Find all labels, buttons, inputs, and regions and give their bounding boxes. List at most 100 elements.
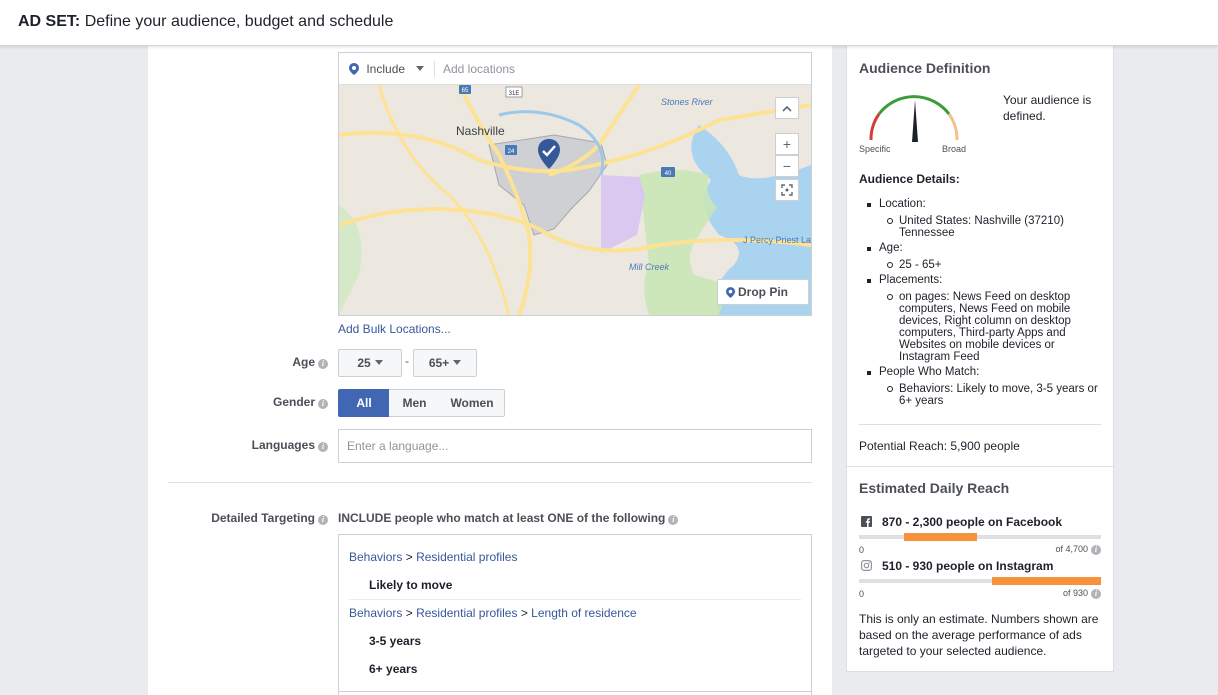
info-icon: i (668, 515, 679, 525)
languages-label: Languages i (208, 438, 328, 452)
location-bar: Include Add locations (339, 53, 811, 85)
detail-label: Age: (879, 242, 903, 254)
include-dropdown[interactable]: Include (349, 61, 436, 77)
map-label-city: Nashville (456, 124, 505, 138)
instagram-reach-text: 510 - 930 people on Instagram (882, 559, 1054, 573)
map-shield-65: 65 (462, 88, 469, 94)
panel-divider (859, 424, 1101, 425)
age-max-select[interactable]: 65+ (413, 349, 477, 377)
include-instruction: INCLUDE people who match at least ONE of… (338, 511, 679, 525)
info-icon: i (1091, 589, 1101, 599)
age-label: Age i (208, 355, 328, 369)
age-separator: - (405, 354, 409, 368)
audience-definition-title: Audience Definition (859, 60, 991, 76)
instagram-reach-max: of 930 i (1063, 588, 1101, 599)
gender-men-button[interactable]: Men (389, 389, 441, 417)
detail-label: Location: (879, 198, 926, 210)
map-zoom-in-button[interactable]: + (775, 133, 799, 155)
detail-label: Placements: (879, 274, 943, 286)
facebook-icon (861, 516, 872, 527)
detail-value: 25 - 65+ (879, 259, 1105, 271)
daily-reach-title: Estimated Daily Reach (859, 480, 1010, 496)
targeting-item: 3-5 years (369, 634, 422, 648)
include-instruction-text: INCLUDE people who match at least ONE of… (338, 511, 666, 525)
detail-placements: Placements: on pages: News Feed on deskt… (859, 274, 1105, 363)
gauge-specific-label: Specific (859, 144, 891, 154)
add-bulk-locations-link[interactable]: Add Bulk Locations... (338, 322, 451, 336)
detail-label: People Who Match: (879, 366, 980, 378)
audience-details-list: Location: United States: Nashville (3721… (859, 198, 1105, 410)
path-link-residential-profiles[interactable]: Residential profiles (416, 606, 518, 620)
age-label-text: Age (292, 355, 315, 369)
path-link-residential-profiles[interactable]: Residential profiles (416, 550, 518, 564)
audience-gauge-icon (869, 95, 959, 142)
instagram-reach-max-text: of 930 (1062, 588, 1088, 598)
page-title: AD SET: Define your audience, budget and… (18, 13, 393, 31)
instagram-reach-min: 0 (859, 589, 865, 599)
detail-people-who-match: People Who Match: Behaviors: Likely to m… (859, 366, 1105, 407)
chevron-down-icon (374, 360, 383, 365)
info-icon: i (1091, 545, 1101, 555)
targeting-item: Likely to move (369, 578, 453, 592)
map-shield-24: 24 (508, 149, 515, 155)
location-box: Include Add locations Nashville Ston (338, 52, 812, 316)
map-collapse-button[interactable] (775, 97, 799, 119)
estimate-note: This is only an estimate. Numbers shown … (859, 612, 1099, 658)
age-max-value: 65+ (428, 356, 450, 370)
targeting-divider (349, 599, 801, 600)
path-separator: > (520, 606, 528, 620)
detail-value: United States: Nashville (37210) Tenness… (879, 215, 1105, 239)
detail-value: Behaviors: Likely to move, 3-5 years or … (879, 383, 1105, 407)
detail-value: on pages: News Feed on desktop computers… (879, 291, 1105, 363)
info-icon: i (318, 399, 328, 409)
map-fullscreen-button[interactable] (775, 179, 799, 201)
panel-section-divider (847, 466, 1113, 467)
chevron-down-icon (416, 66, 425, 71)
info-icon: i (318, 359, 328, 369)
map-shield-40: 40 (665, 171, 672, 177)
path-link-behaviors[interactable]: Behaviors (349, 606, 403, 620)
chevron-up-icon (782, 105, 792, 112)
detail-location: Location: United States: Nashville (3721… (859, 198, 1105, 239)
facebook-reach-max-text: of 4,700 (1055, 544, 1088, 554)
map-shield-31e: 31E (509, 91, 520, 97)
drop-pin-label: Drop Pin (738, 285, 788, 299)
map-zoom-out-button[interactable]: − (775, 155, 799, 177)
path-link-behaviors[interactable]: Behaviors (349, 550, 403, 564)
location-map[interactable]: Nashville Stones River J Percy Priest La… (339, 85, 811, 315)
language-input[interactable]: Enter a language... (338, 429, 812, 463)
facebook-reach-max: of 4,700 i (1055, 544, 1101, 555)
detailed-targeting-label: Detailed Targeting i (168, 511, 328, 525)
age-min-select[interactable]: 25 (338, 349, 402, 377)
gender-all-button[interactable]: All (338, 389, 390, 417)
audience-summary-panel: Audience Definition Specific Broad Your … (846, 46, 1114, 672)
path-separator: > (405, 606, 413, 620)
targeting-path-1: Behaviors > Residential profiles (349, 550, 517, 564)
add-locations-input[interactable]: Add locations (443, 62, 516, 76)
targeting-box: Behaviors > Residential profiles Likely … (338, 534, 812, 695)
drop-pin-button[interactable]: Drop Pin (717, 279, 809, 305)
audience-details-title: Audience Details: (859, 172, 960, 186)
instagram-reach-range (991, 577, 1101, 585)
gender-women-button[interactable]: Women (440, 389, 505, 417)
instagram-reach-bar (859, 577, 1101, 585)
gender-label-text: Gender (272, 395, 315, 409)
facebook-reach-min: 0 (859, 545, 865, 555)
gender-label: Gender i (208, 395, 328, 409)
potential-reach: Potential Reach: 5,900 people (859, 439, 1020, 453)
info-icon: i (318, 515, 328, 525)
path-separator: > (405, 550, 413, 564)
page-title-prefix: AD SET: (18, 13, 81, 30)
location-pin-icon (349, 63, 359, 75)
languages-label-text: Languages (251, 438, 315, 452)
targeting-box-bottom-divider (339, 691, 811, 692)
map-label-lake: J Percy Priest Lake (743, 235, 811, 245)
path-link-length-of-residence[interactable]: Length of residence (531, 606, 637, 620)
map-canvas: Nashville Stones River J Percy Priest La… (339, 85, 811, 315)
age-min-value: 25 (357, 356, 371, 370)
detail-age: Age: 25 - 65+ (859, 242, 1105, 271)
fullscreen-icon (781, 184, 793, 196)
map-label-river: Stones River (661, 97, 714, 107)
page-title-text: Define your audience, budget and schedul… (84, 13, 394, 30)
facebook-reach-bar (859, 533, 1101, 541)
